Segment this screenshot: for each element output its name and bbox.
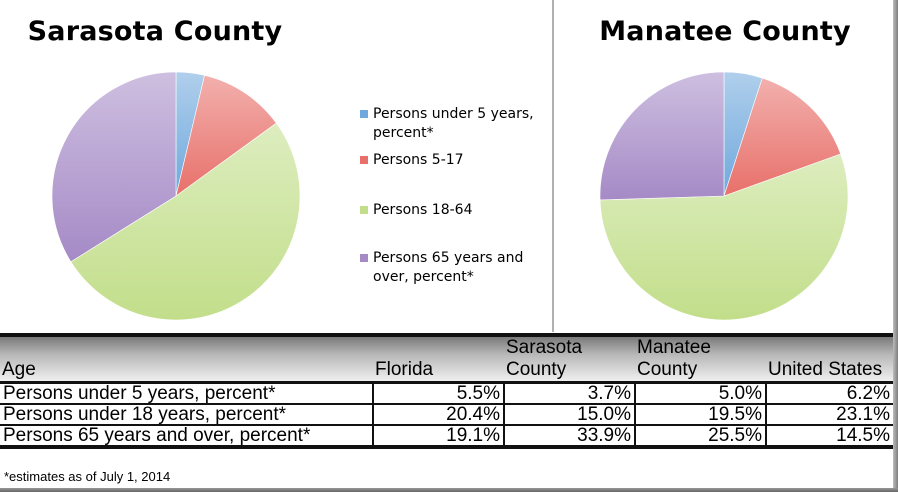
cell-sarasota: 33.9% xyxy=(503,424,636,449)
header-manatee: Manatee County xyxy=(635,333,766,384)
legend-label: Persons 65 years and over, percent* xyxy=(373,250,524,285)
sarasota-slice-18-64 xyxy=(70,122,301,321)
row-label: Persons under 5 years, percent* xyxy=(0,381,374,405)
bottom-edge-shadow xyxy=(0,488,898,492)
legend-swatch-18-64 xyxy=(360,206,368,214)
sarasota-pie-chart xyxy=(51,71,301,321)
chart-divider xyxy=(552,0,554,332)
cell-sarasota: 3.7% xyxy=(503,381,636,405)
table-row: Persons under 18 years, percent* 20.4% 1… xyxy=(0,403,893,426)
row-label: Persons 65 years and over, percent* xyxy=(0,424,374,449)
cell-sarasota: 15.0% xyxy=(503,403,636,426)
row-label: Persons under 18 years, percent* xyxy=(0,403,374,426)
legend-swatch-65plus xyxy=(360,254,368,262)
legend-swatch-5-17 xyxy=(360,156,368,164)
cell-united-states: 6.2% xyxy=(765,381,893,405)
footnote: *estimates as of July 1, 2014 xyxy=(4,469,171,484)
sarasota-chart-title: Sarasota County xyxy=(27,16,283,47)
table-row: Persons under 5 years, percent* 5.5% 3.7… xyxy=(0,381,893,405)
legend-swatch-under5 xyxy=(360,110,368,118)
sarasota-slice-5-17 xyxy=(175,74,277,197)
age-data-table: Age Florida Sarasota County Manatee County… xyxy=(0,333,893,449)
right-edge-shadow xyxy=(893,0,898,492)
header-florida: Florida xyxy=(373,333,504,384)
table-header-row: Age Florida Sarasota County Manatee County… xyxy=(0,333,893,384)
cell-florida: 19.1% xyxy=(372,424,505,449)
manatee-chart-title: Manatee County xyxy=(599,16,851,47)
legend-label: Persons 18-64 xyxy=(373,202,473,218)
manatee-pie-chart xyxy=(599,71,849,321)
header-age: Age xyxy=(0,333,373,384)
cell-manatee: 19.5% xyxy=(634,403,767,426)
cell-florida: 5.5% xyxy=(372,381,505,405)
manatee-slice-18-64 xyxy=(599,153,849,321)
cell-united-states: 14.5% xyxy=(765,424,893,449)
legend-label: Persons under 5 years, percent* xyxy=(373,106,534,141)
table-row: Persons 65 years and over, percent* 19.1… xyxy=(0,424,893,449)
sarasota-slice-65plus xyxy=(51,71,177,263)
cell-florida: 20.4% xyxy=(372,403,505,426)
manatee-slice-5-17 xyxy=(723,77,842,197)
legend-label: Persons 5-17 xyxy=(373,152,464,168)
cell-manatee: 5.0% xyxy=(634,381,767,405)
manatee-slice-65plus xyxy=(599,71,725,201)
header-sarasota: Sarasota County xyxy=(504,333,635,384)
cell-united-states: 23.1% xyxy=(765,403,893,426)
cell-manatee: 25.5% xyxy=(634,424,767,449)
header-united-states: United States xyxy=(766,333,893,384)
